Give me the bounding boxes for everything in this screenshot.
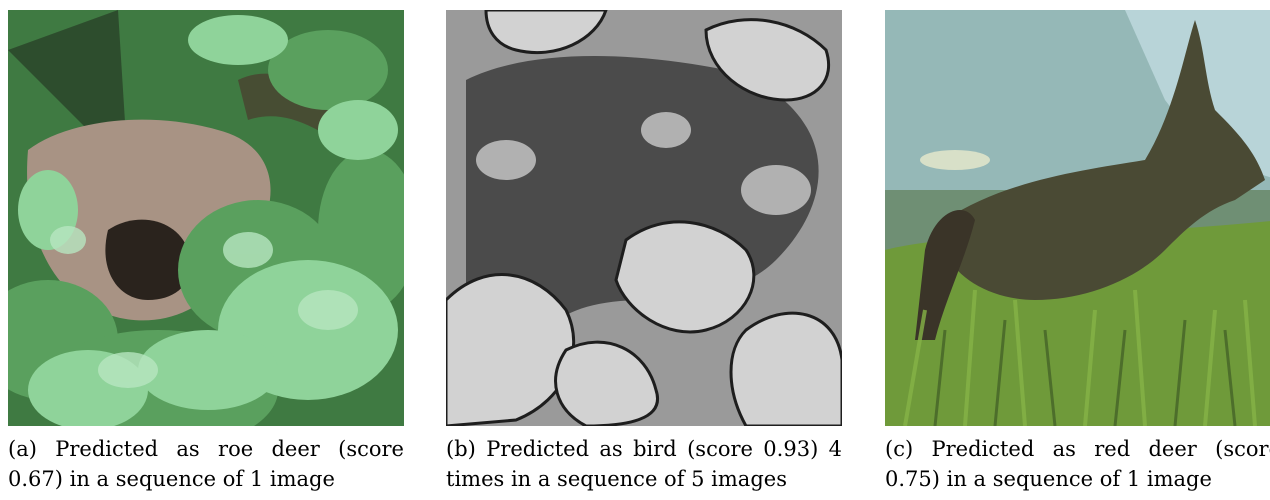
red-deer-image [885, 10, 1270, 426]
roe-deer-image [8, 10, 404, 426]
panel-a: (a) Predicted as roe deer (score 0.67) i… [8, 10, 404, 494]
bird-prediction-image [446, 10, 842, 426]
caption-b: (b) Predicted as bird (score 0.93) 4 tim… [446, 437, 842, 491]
panel-c: (c) Predicted as red deer (score 0.75) i… [885, 10, 1270, 494]
caption-a: (a) Predicted as roe deer (score 0.67) i… [8, 437, 404, 491]
panel-b: (b) Predicted as bird (score 0.93) 4 tim… [446, 10, 842, 494]
caption-c: (c) Predicted as red deer (score 0.75) i… [885, 437, 1270, 491]
